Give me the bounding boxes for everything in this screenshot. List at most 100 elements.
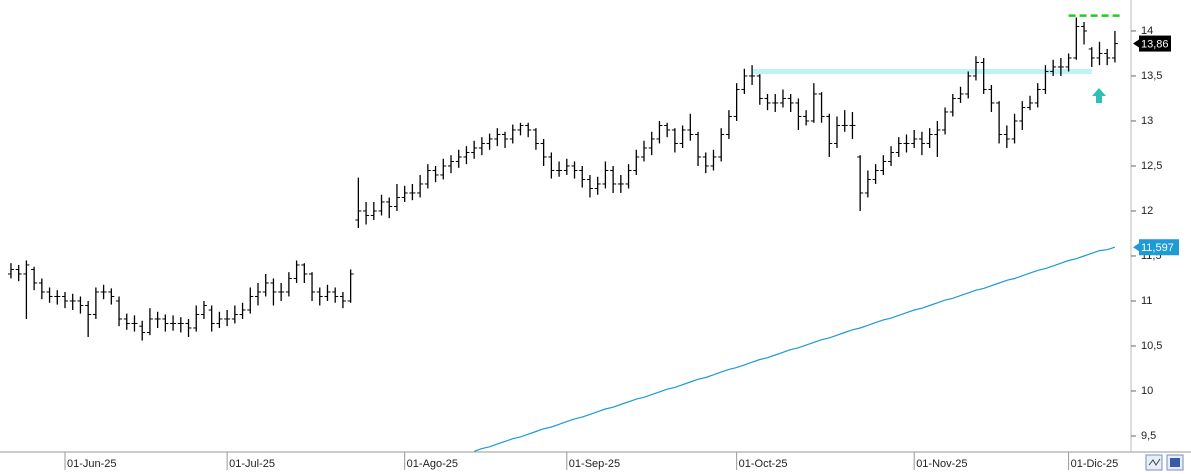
ohlc-bar	[525, 122, 532, 138]
ohlc-bar	[355, 177, 362, 229]
ohlc-bar	[733, 83, 740, 121]
ohlc-bar	[409, 183, 416, 201]
y-tick-label: 9,5	[1141, 430, 1156, 442]
ohlc-bar	[1088, 47, 1095, 67]
last-value-box	[1139, 35, 1171, 52]
ohlc-bar	[571, 161, 578, 179]
ohlc-bar	[332, 287, 339, 303]
ohlc-bar	[247, 287, 254, 314]
ohlc-bar	[926, 128, 933, 148]
ohlc-bar	[139, 320, 146, 341]
ohlc-bar	[54, 290, 61, 305]
ohlc-bar	[749, 65, 756, 85]
ohlc-bar	[1096, 41, 1103, 66]
ohlc-bar	[1011, 113, 1018, 144]
ohlc-bar	[31, 266, 38, 291]
ohlc-bar	[1034, 83, 1041, 108]
ohlc-bar	[1050, 59, 1057, 76]
ohlc-bar	[1081, 21, 1088, 45]
ohlc-bar	[841, 110, 848, 132]
ohlc-bar	[386, 197, 393, 219]
ohlc-bar	[177, 317, 184, 333]
ohlc-bar	[1073, 17, 1080, 60]
ohlc-bar	[417, 174, 424, 198]
ohlc-bar	[309, 272, 316, 301]
ohlc-bar	[378, 194, 385, 216]
ohlc-bar	[532, 128, 539, 150]
ohlc-bar	[502, 131, 509, 148]
ohlc-bar	[942, 107, 949, 135]
ohlc-bar	[695, 131, 702, 166]
ohlc-bar	[393, 183, 400, 211]
ohlc-bar	[911, 129, 918, 148]
ohlc-bar	[888, 146, 895, 166]
ohlc-bar	[656, 120, 663, 144]
ohlc-bar	[787, 93, 794, 112]
x-tick-label: 01-Jul-25	[229, 458, 275, 470]
ohlc-bar	[255, 282, 261, 306]
ohlc-bar	[146, 308, 153, 336]
ohlc-bar	[972, 56, 979, 81]
ohlc-bar	[702, 152, 709, 174]
ohlc-bar	[23, 260, 30, 319]
x-tick-label: 01-Nov-25	[916, 458, 967, 470]
x-tick-label: 01-Oct-25	[739, 458, 788, 470]
ohlc-bar	[293, 260, 300, 283]
ohlc-bar	[278, 282, 285, 301]
ohlc-bar	[131, 315, 138, 332]
ohlc-bar	[1019, 101, 1026, 130]
ohlc-bar	[370, 201, 377, 220]
ohlc-bar	[15, 264, 22, 282]
y-tick-label: 11,5	[1141, 250, 1162, 262]
ohlc-bar	[193, 305, 200, 332]
ohlc-bar	[980, 57, 987, 94]
y-tick-label: 14	[1141, 25, 1153, 37]
y-tick-label: 10	[1141, 385, 1153, 397]
ohlc-bar	[224, 309, 231, 327]
chart-icon	[1148, 458, 1161, 466]
last-value-pointer	[1133, 39, 1139, 48]
ohlc-bar	[803, 110, 810, 126]
last-value-pointer	[1133, 243, 1139, 252]
ohlc-bar	[463, 146, 470, 165]
x-tick-label: 01-Ago-25	[407, 458, 458, 470]
ohlc-bar	[710, 149, 717, 171]
ohlc-bar	[509, 124, 516, 144]
ohlc-bar	[648, 131, 655, 156]
ohlc-bar	[949, 93, 956, 117]
ohlc-bar	[633, 149, 640, 175]
ohlc-bar	[625, 164, 632, 189]
ohlc-bar	[864, 170, 871, 198]
ohlc-bar	[764, 93, 771, 111]
ohlc-bar	[579, 165, 586, 188]
ohlc-bar	[818, 92, 825, 123]
ohlc-bar	[687, 113, 694, 141]
ohlc-bar	[903, 134, 910, 153]
ohlc-bar	[934, 120, 941, 157]
ohlc-bar	[1104, 48, 1111, 66]
ohlc-bar	[918, 131, 925, 156]
ohlc-bar	[563, 158, 570, 175]
ohlc-bar	[239, 302, 246, 319]
ohlc-bar	[262, 273, 269, 297]
ohlc-bar	[586, 174, 593, 198]
ohlc-bar	[316, 287, 323, 306]
ohlc-bar	[154, 311, 161, 328]
ohlc-bar	[448, 155, 454, 174]
ohlc-bar	[718, 128, 725, 162]
ohlc-bar	[602, 161, 609, 189]
ohlc-bar	[455, 149, 462, 168]
ohlc-bar	[895, 137, 902, 157]
ohlc-bar	[756, 74, 763, 105]
last-value-label: 11,597	[1141, 242, 1174, 254]
ohlc-bar	[162, 314, 169, 332]
ohlc-bar	[363, 201, 370, 225]
ohlc-bar	[301, 263, 308, 283]
ohlc-bar	[231, 305, 238, 324]
ohlc-bar	[77, 296, 84, 314]
ohlc-bar	[486, 133, 493, 150]
ohlc-bar	[996, 101, 1003, 144]
ohlc-bar	[725, 110, 732, 139]
